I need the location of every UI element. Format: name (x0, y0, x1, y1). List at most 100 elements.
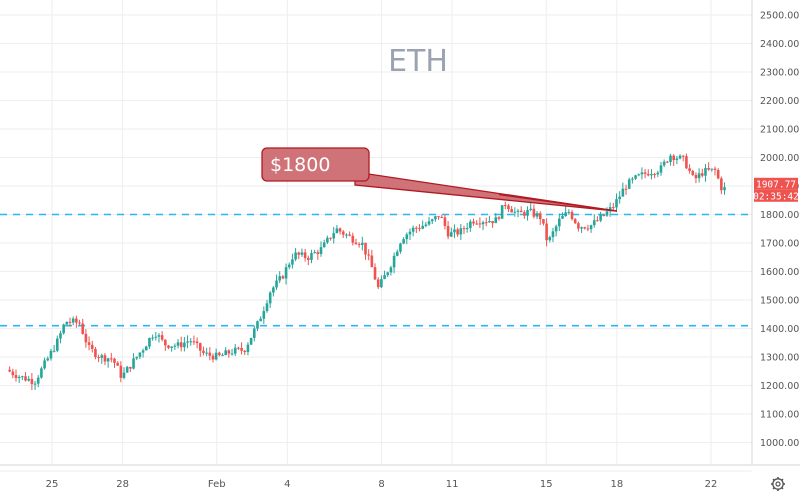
candle-body (415, 227, 418, 229)
candle-body (523, 212, 526, 216)
candle-body (481, 222, 485, 225)
candle-body (176, 342, 180, 346)
candle-body (329, 237, 332, 239)
candle-body (361, 242, 364, 245)
candle-body (284, 267, 288, 279)
price-scale-panel[interactable] (752, 0, 800, 465)
last-price-tag (754, 177, 798, 190)
horizontal-levels[interactable] (0, 213, 752, 327)
candle-body (446, 225, 450, 237)
settings-gear-icon[interactable] (771, 477, 785, 491)
time-tick-label: 18 (610, 479, 623, 490)
candle-body (475, 223, 479, 225)
candle-body (513, 211, 517, 213)
candle-body (526, 209, 529, 216)
candle-body (472, 221, 475, 224)
candle-body (380, 279, 383, 288)
candle-body (459, 228, 463, 235)
candle-body (148, 338, 151, 347)
candle-body (129, 366, 132, 369)
candle-body (535, 213, 539, 217)
candle-body (656, 172, 660, 175)
candle-body (338, 228, 342, 232)
candle-body (224, 350, 227, 356)
candle-body (307, 258, 310, 260)
last-price-label: 1907.77 (756, 179, 796, 190)
candle-body (392, 255, 396, 268)
candle-body (173, 345, 177, 347)
candle-body (335, 228, 339, 234)
candle-body (116, 362, 119, 366)
candle-body (319, 247, 323, 254)
candle-body (469, 221, 472, 228)
candle-body (691, 170, 695, 175)
candle-body (596, 220, 599, 222)
candle-body (430, 219, 434, 222)
candle-body (189, 341, 193, 343)
candle-body (65, 321, 69, 325)
candle-body (376, 279, 380, 288)
candle-body (580, 227, 583, 229)
price-tick-label: 1700.00 (760, 239, 799, 250)
candle-body (357, 244, 361, 246)
candle-body (554, 226, 558, 232)
candle-body (233, 347, 237, 354)
candle-body (262, 311, 266, 319)
candle-body (90, 344, 94, 349)
candle-body (395, 251, 399, 256)
candle-body (551, 231, 555, 238)
candle-body (164, 339, 167, 346)
candle-body (132, 358, 135, 369)
candle-body (230, 353, 234, 355)
candle-body (573, 219, 577, 224)
candle-body (494, 217, 498, 224)
candle-body (697, 173, 701, 179)
candle-body (621, 188, 625, 197)
trendline-callout[interactable]: $1800 (261, 147, 617, 212)
candle-body (211, 355, 215, 360)
candle-body (500, 205, 504, 219)
candle-body (592, 220, 596, 226)
candle-body (97, 357, 100, 359)
candle-body (154, 336, 158, 338)
candle-body (383, 275, 386, 280)
price-tick-label: 1800.00 (760, 210, 799, 221)
candle-body (529, 208, 533, 210)
callout-box[interactable] (261, 147, 370, 182)
candle-body (179, 342, 183, 348)
candle-body (208, 352, 212, 356)
candles (8, 153, 726, 391)
candle-body (246, 344, 250, 353)
candle-body (227, 350, 231, 354)
candle-body (440, 217, 444, 219)
candle-body (716, 169, 720, 179)
candle-body (198, 343, 202, 351)
candle-body (313, 252, 316, 254)
candle-body (723, 187, 726, 191)
price-tick-label: 1200.00 (760, 381, 799, 392)
candle-body (421, 225, 424, 229)
candle-body (662, 161, 666, 166)
candle-body (84, 333, 88, 343)
candle-body (78, 322, 81, 324)
candle-body (300, 252, 304, 255)
price-tick-label: 2100.00 (760, 125, 799, 136)
candle-body (272, 287, 275, 293)
candle-body (545, 223, 548, 241)
candle-body (443, 217, 447, 226)
candle-body (685, 156, 688, 169)
price-tick-label: 1400.00 (760, 324, 799, 335)
candle-body (354, 242, 358, 245)
candle-body (577, 223, 580, 229)
candle-body (418, 228, 421, 230)
candle-body (710, 168, 714, 170)
candle-body (259, 318, 262, 322)
candle-body (491, 221, 494, 224)
price-tick-label: 1100.00 (760, 410, 799, 421)
trendline[interactable] (499, 193, 617, 212)
candle-body (567, 212, 571, 214)
price-tick-label: 2300.00 (760, 68, 799, 79)
candle-body (700, 173, 704, 176)
candle-body (119, 365, 123, 378)
